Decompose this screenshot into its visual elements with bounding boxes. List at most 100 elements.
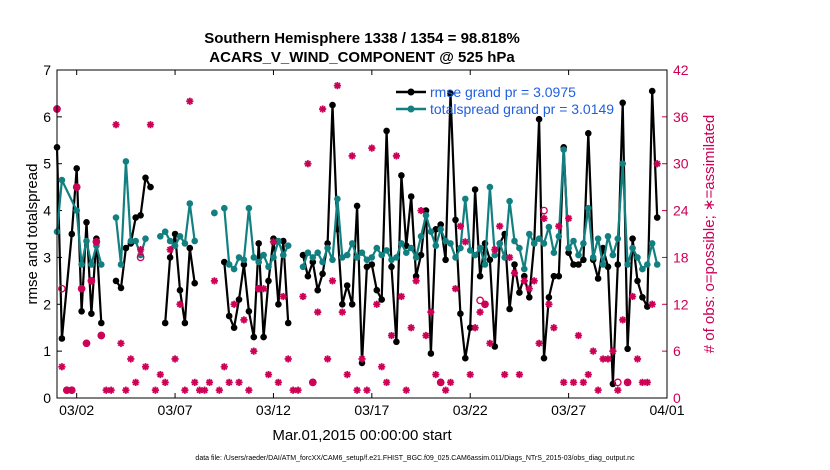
rmse-point [383,127,390,135]
totalspread-point [250,254,258,261]
rmse-point [319,270,326,278]
rmse-point [575,261,582,268]
totalspread-point [412,254,420,261]
obs-assimilated-marker [442,386,450,394]
rmse-point [112,277,120,285]
totalspread-point [137,251,144,259]
totalspread-point [161,228,169,235]
rmse-point [339,301,346,308]
rmse-point [181,319,189,327]
totalspread-point [407,244,415,252]
rmse-point [142,174,149,182]
obs-assimilated-marker [614,386,622,394]
totalspread-point [506,197,513,205]
obs-assimilated-marker [112,121,120,129]
obs-assimilated-marker [260,285,268,293]
totalspread-point [225,261,233,268]
totalspread-point [186,200,194,207]
totalspread-point [98,261,105,268]
rmse-point [378,296,386,303]
obs-assimilated-marker [461,238,469,246]
y-right-tick-label: 0 [673,390,681,406]
obs-assimilated-marker [574,331,583,340]
obs-assimilated-marker [284,355,292,363]
obs-assimilated-marker [535,339,543,347]
totalspread-point [324,244,331,252]
legend-rmse-label: rmse grand pr = 3.0975 [430,84,576,100]
x-axis-label: Mar.01,2015 00:00:00 start [272,427,452,444]
obs-assimilated-marker [550,324,558,332]
obs-assimilated-marker [102,386,110,394]
obs-assimilated-marker [240,316,248,324]
totalspread-point [432,242,440,249]
obs-assimilated-marker [97,331,105,340]
obs-assimilated-marker [501,370,509,379]
totalspread-point [496,240,504,247]
rmse-point [629,235,636,242]
totalspread-point [442,237,449,245]
totalspread-point [166,237,174,245]
rmse-point [299,251,307,259]
rmse-point [363,263,371,271]
obs-assimilated-marker [343,370,351,379]
rmse-point [526,294,533,301]
totalspread-point [329,256,336,264]
totalspread-point [78,261,85,268]
totalspread-point [619,160,626,167]
rmse-point [491,343,499,350]
y-right-tick-label: 12 [673,296,689,312]
obs-assimilated-marker [141,363,150,371]
rmse-point [442,256,449,264]
obs-assimilated-marker [471,324,479,332]
rmse-point [73,165,80,172]
obs-assimilated-marker [515,370,524,379]
obs-assimilated-marker [87,277,96,285]
totalspread-point [132,237,139,245]
x-tick-label: 03/27 [551,402,586,418]
obs-assimilated-marker [358,355,366,363]
obs-assimilated-marker [496,222,504,230]
obs-assimilated-marker [545,300,553,308]
obs-assimilated-marker [624,378,632,386]
totalspread-point [299,263,307,271]
totalspread-point [530,240,538,247]
rmse-point [393,338,400,346]
totalspread-point [314,249,322,256]
totalspread-point [83,237,90,245]
y-right-tick-label: 42 [673,62,689,78]
totalspread-point [284,242,292,249]
obs-assimilated-marker [117,339,125,347]
obs-assimilated-marker [437,378,445,386]
rmse-point [437,221,445,228]
totalspread-point [245,204,253,212]
obs-possible-marker [476,296,484,305]
y-tick-label: 6 [43,109,51,125]
totalspread-point [171,242,179,249]
totalspread-point [73,207,80,214]
totalspread-point [403,249,410,256]
obs-assimilated-marker [166,246,174,254]
totalspread-point [604,233,612,240]
totalspread-point [358,249,366,256]
obs-assimilated-marker [555,222,563,230]
rmse-point [466,324,474,332]
rmse-point [348,301,356,308]
rmse-point [604,263,612,271]
obs-assimilated-marker [210,277,219,285]
totalspread-point [378,251,386,259]
totalspread-point [270,254,277,261]
totalspread-point [142,235,149,242]
totalspread-point [634,254,641,261]
totalspread-point [343,251,351,259]
obs-assimilated-marker [127,355,135,363]
rmse-line [115,176,152,289]
plot-frame [56,69,668,399]
data-file-footer: data file: /Users/raeder/DAI/ATM_forcXX/… [195,455,635,462]
obs-assimilated-marker [333,82,342,90]
rmse-point [506,305,513,313]
totalspread-point [255,258,262,266]
legend-rmse-marker [407,88,415,96]
totalspread-point [644,261,651,268]
obs-assimilated-marker [510,269,519,277]
